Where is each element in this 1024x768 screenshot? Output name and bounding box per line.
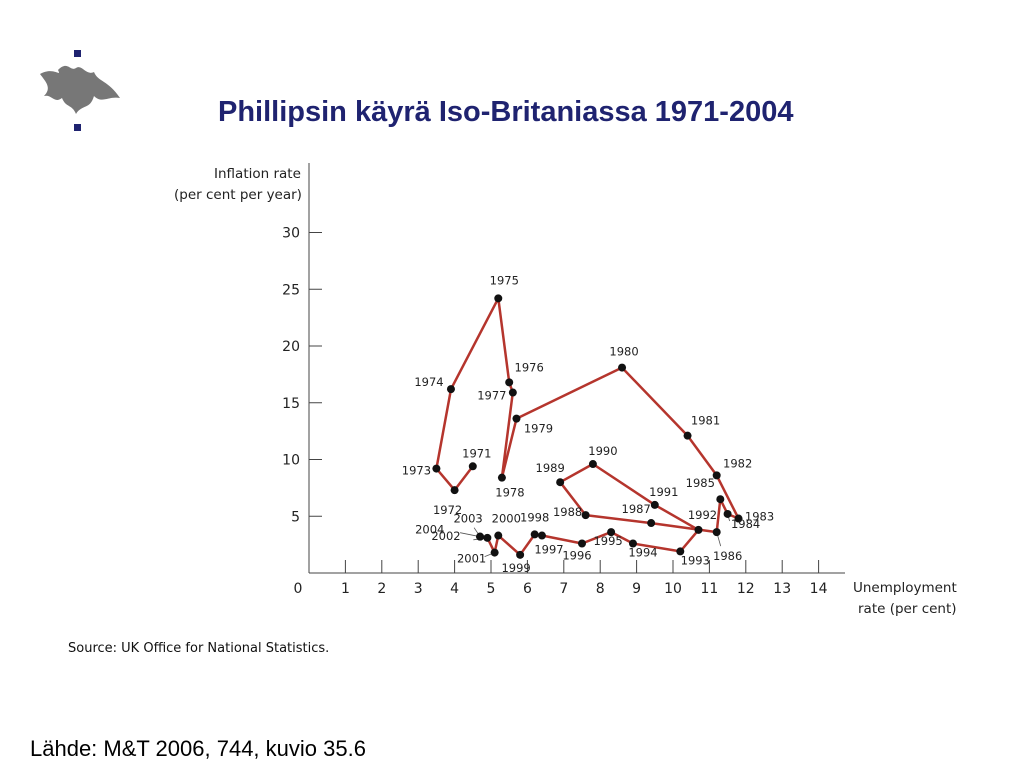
year-label-2004: 2004: [415, 523, 444, 537]
x-tick-label: 7: [559, 581, 568, 597]
x-axis-label-line1: Unemployment: [853, 580, 957, 596]
year-label-1985: 1985: [686, 476, 715, 490]
year-label-1995: 1995: [593, 534, 622, 548]
data-point-1987: [647, 519, 656, 528]
data-point-1992: [694, 525, 703, 534]
year-label-1978: 1978: [495, 486, 524, 500]
year-label-1981: 1981: [691, 414, 720, 428]
chart-source-note: Source: UK Office for National Statistic…: [68, 641, 330, 656]
y-tick-label: 30: [282, 226, 300, 242]
x-tick-label: 5: [487, 581, 496, 597]
y-tick-label: 10: [282, 453, 300, 469]
year-label-1972: 1972: [433, 503, 462, 517]
data-point-1978: [497, 473, 506, 482]
data-point-2002: [483, 533, 492, 542]
x-tick-label: 3: [414, 581, 423, 597]
data-point-1975: [494, 294, 503, 303]
data-point-1986: [712, 528, 721, 537]
year-label-1974: 1974: [414, 375, 443, 389]
x-tick-label: 14: [810, 581, 828, 597]
year-label-1994: 1994: [628, 545, 657, 559]
year-label-1988: 1988: [553, 505, 582, 519]
year-label-1999: 1999: [501, 561, 530, 575]
data-point-1989: [556, 478, 565, 487]
year-label-1980: 1980: [609, 345, 638, 359]
data-point-1976: [505, 378, 514, 387]
year-label-1987: 1987: [622, 502, 651, 516]
data-point-1974: [446, 385, 455, 394]
data-point-1982: [712, 471, 721, 480]
x-tick-label: 2: [377, 581, 386, 597]
y-tick-label: 25: [282, 282, 300, 298]
year-label-1992: 1992: [688, 508, 717, 522]
year-label-2001: 2001: [457, 552, 486, 566]
year-label-1977: 1977: [477, 389, 506, 403]
data-point-1991: [650, 500, 659, 509]
data-point-1996: [578, 539, 586, 548]
year-label-1979: 1979: [524, 422, 553, 436]
year-label-1991: 1991: [649, 485, 678, 499]
year-label-1997: 1997: [534, 543, 563, 557]
y-tick-label: 5: [291, 509, 300, 525]
x-tick-label: 8: [596, 581, 605, 597]
data-point-2000: [494, 531, 503, 540]
year-label-1982: 1982: [723, 456, 752, 470]
year-label-1983: 1983: [745, 510, 774, 524]
data-point-1973: [432, 464, 441, 473]
year-label-1971: 1971: [462, 446, 491, 460]
y-tick-label: 20: [282, 339, 300, 355]
x-tick-label: 13: [773, 581, 791, 597]
year-label-1996: 1996: [562, 548, 591, 562]
data-point-1971: [468, 462, 477, 471]
flame-torch-logo-icon: [40, 50, 120, 131]
data-point-2004: [476, 532, 485, 541]
data-point-1998: [530, 530, 539, 539]
x-tick-label: 9: [632, 581, 641, 597]
data-point-1994: [628, 539, 637, 548]
university-logo: [36, 48, 124, 136]
x-tick-label: 12: [737, 581, 755, 597]
y-axis-label-line2: (per cent per year): [174, 187, 302, 203]
year-label-1975: 1975: [490, 273, 519, 287]
data-point-1990: [588, 460, 597, 469]
x-tick-label: 0: [294, 581, 303, 597]
footer-reference: Lähde: M&T 2006, 744, kuvio 35.6: [30, 736, 366, 761]
x-tick-label: 10: [664, 581, 682, 597]
y-tick-label: 15: [282, 396, 300, 412]
year-label-1993: 1993: [681, 553, 710, 567]
year-label-1973: 1973: [402, 464, 431, 478]
year-label-1990: 1990: [588, 444, 617, 458]
year-label-1989: 1989: [536, 461, 565, 475]
data-point-1988: [581, 511, 590, 520]
year-label-2000: 2000: [492, 512, 521, 526]
x-axis-label-line2: rate (per cent): [858, 601, 957, 617]
data-point-1984: [723, 509, 732, 518]
data-point-1985: [716, 495, 725, 504]
data-point-1979: [512, 414, 521, 423]
slide-title: Phillipsin käyrä Iso-Britaniassa 1971-20…: [218, 96, 794, 128]
data-point-1981: [683, 431, 692, 440]
x-tick-label: 1: [341, 581, 350, 597]
data-point-1972: [450, 486, 459, 495]
data-point-1993: [676, 547, 685, 556]
data-point-1999: [516, 550, 525, 559]
data-point-1983: [734, 514, 743, 523]
data-point-1997: [537, 531, 546, 540]
data-point-2001: [490, 548, 499, 557]
year-label-2003: 2003: [453, 512, 482, 526]
year-label-1986: 1986: [713, 549, 742, 563]
data-point-1995: [607, 528, 616, 537]
year-label-2002: 2002: [431, 529, 460, 543]
x-tick-label: 4: [450, 581, 459, 597]
year-label-1998: 1998: [520, 510, 549, 524]
x-tick-label: 6: [523, 581, 532, 597]
data-point-1980: [618, 363, 627, 372]
year-label-1976: 1976: [515, 360, 544, 374]
x-tick-label: 11: [700, 581, 718, 597]
year-label-1984: 1984: [731, 517, 760, 531]
data-point-1977: [508, 388, 517, 397]
y-axis-label-line1: Inflation rate: [214, 166, 301, 182]
